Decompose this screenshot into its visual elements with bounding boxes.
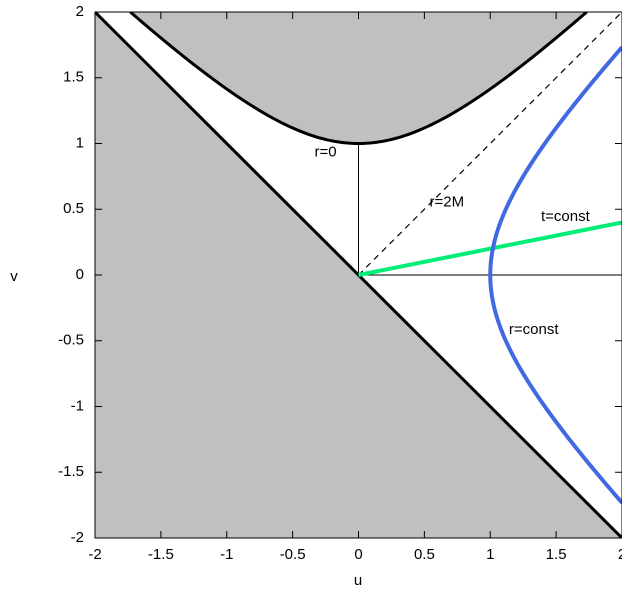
y-tick-label: -2 xyxy=(71,529,84,546)
y-tick-label: 1 xyxy=(76,134,84,151)
y-axis-label: v xyxy=(10,268,18,285)
shaded-region-singularity xyxy=(130,12,587,144)
y-tick-label: -0.5 xyxy=(58,332,84,349)
y-tick-label: 0.5 xyxy=(63,200,84,217)
x-tick-label: 1.5 xyxy=(546,546,567,563)
x-tick-label: -1.5 xyxy=(148,546,174,563)
y-tick-label: 2 xyxy=(76,3,84,20)
annotation-label: t=const xyxy=(541,208,591,225)
x-tick-label: -0.5 xyxy=(280,546,306,563)
x-tick-label: 0.5 xyxy=(414,546,435,563)
annotation-label: r=const xyxy=(509,321,559,338)
x-tick-label: 1 xyxy=(486,546,494,563)
x-tick-label: 2 xyxy=(618,546,622,563)
line-t-const-5 xyxy=(358,220,622,277)
line-r-2m-horizon-2 xyxy=(358,12,622,276)
hyperbola-r-const-6 xyxy=(488,45,622,505)
y-tick-label: 0 xyxy=(76,266,84,283)
y-tick-label: 1.5 xyxy=(63,69,84,86)
annotation-label: r=0 xyxy=(315,144,337,161)
y-tick-label: -1 xyxy=(71,397,84,414)
annotation-label: r=2M xyxy=(429,194,464,211)
x-axis-label: u xyxy=(354,572,362,589)
x-tick-label: -2 xyxy=(88,546,101,563)
x-tick-label: 0 xyxy=(354,546,362,563)
y-tick-label: -1.5 xyxy=(58,463,84,480)
x-tick-label: -1 xyxy=(220,546,233,563)
